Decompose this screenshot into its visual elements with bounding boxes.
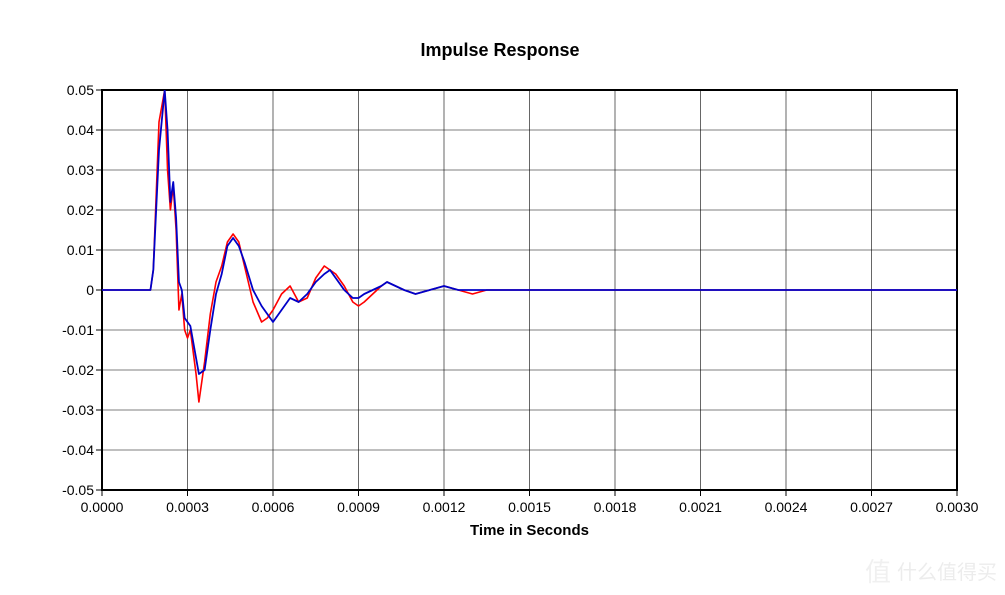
- watermark-text: 什么值得买: [897, 556, 997, 585]
- x-tick-label: 0.0024: [765, 499, 808, 515]
- y-tick-label: -0.01: [62, 322, 94, 338]
- y-tick-label: 0.03: [67, 162, 94, 178]
- watermark-icon: 值: [865, 552, 891, 589]
- x-axis-title: Time in Seconds: [102, 522, 957, 539]
- x-tick-label: 0.0027: [850, 499, 893, 515]
- y-tick-label: -0.04: [62, 442, 94, 458]
- x-tick-label: 0.0000: [81, 499, 124, 515]
- watermark: 值 什么值得买: [865, 552, 997, 589]
- x-tick-label: 0.0021: [679, 499, 722, 515]
- y-tick-label: -0.02: [62, 362, 94, 378]
- y-tick-label: 0.02: [67, 202, 94, 218]
- x-axis-labels: 0.00000.00030.00060.00090.00120.00150.00…: [102, 495, 957, 519]
- impulse-response-chart: Impulse Response 0.05 0.04 0.03 0.02 0.01 0 -0…: [40, 40, 960, 570]
- y-tick-label: 0.01: [67, 242, 94, 258]
- x-tick-label: 0.0030: [936, 499, 979, 515]
- x-tick-label: 0.0009: [337, 499, 380, 515]
- y-tick-label: 0.04: [67, 122, 94, 138]
- x-tick-label: 0.0012: [423, 499, 466, 515]
- y-axis-labels: 0.050.040.030.020.010-0.01-0.02-0.03-0.0…: [40, 90, 98, 490]
- y-tick-label: 0.05: [67, 82, 94, 98]
- chart-title: Impulse Response: [40, 40, 960, 61]
- x-tick-label: 0.0015: [508, 499, 551, 515]
- plot-area: [102, 90, 957, 490]
- chart-svg: [102, 90, 957, 490]
- y-tick-label: -0.03: [62, 402, 94, 418]
- y-tick-label: 0: [86, 282, 94, 298]
- x-tick-label: 0.0018: [594, 499, 637, 515]
- y-tick-label: -0.05: [62, 482, 94, 498]
- x-tick-label: 0.0006: [252, 499, 295, 515]
- x-tick-label: 0.0003: [166, 499, 209, 515]
